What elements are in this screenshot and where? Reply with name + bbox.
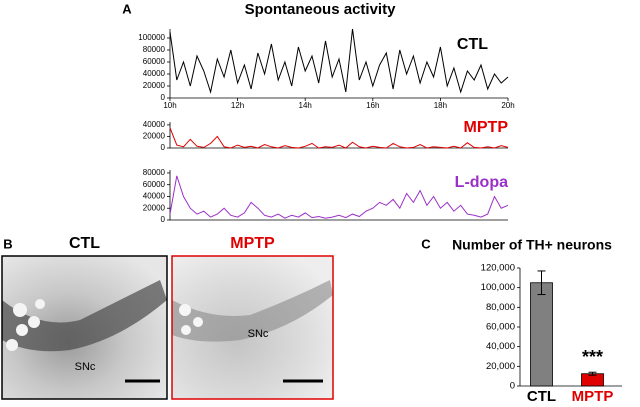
bar <box>530 282 553 387</box>
y-tick-label: 20000 <box>143 132 166 141</box>
y-tick-label: 120,000 <box>481 263 515 274</box>
x-tick-label: CTL <box>527 388 556 405</box>
image-frame <box>1 255 168 400</box>
histology-ctl <box>2 256 167 399</box>
image-frame <box>171 255 334 400</box>
y-tick-label: 100,000 <box>481 282 515 293</box>
region-label: SNc <box>248 328 269 340</box>
y-tick-label: 80000 <box>143 168 166 177</box>
y-tick-label: 0 <box>161 215 166 224</box>
x-tick-label: 10h <box>163 101 176 110</box>
y-tick-label: 0 <box>161 143 166 152</box>
x-tick-label: 18h <box>434 101 447 110</box>
activity-trace <box>169 127 509 149</box>
y-tick-label: 20000 <box>143 203 166 212</box>
y-tick-label: 40000 <box>143 69 166 78</box>
activity-trace <box>169 28 509 94</box>
series-label: L-dopa <box>455 174 508 191</box>
y-tick-label: 40000 <box>143 192 166 201</box>
x-tick-label: 14h <box>299 101 312 110</box>
y-tick-label: 20,000 <box>486 361 515 372</box>
y-tick-label: 40000 <box>143 120 166 129</box>
y-tick-label: 80000 <box>143 45 166 54</box>
x-tick-label: 16h <box>366 101 379 110</box>
activity-trace <box>169 175 509 219</box>
y-tick-label: 60000 <box>143 180 166 189</box>
chart-title: Spontaneous activity <box>245 1 397 18</box>
x-tick-label: 12h <box>231 101 244 110</box>
y-tick-label: 0 <box>510 381 515 392</box>
y-tick-label: 60,000 <box>486 322 515 333</box>
panel-label: C <box>421 236 431 251</box>
panel-label: A <box>122 1 132 16</box>
y-tick-label: 0 <box>161 93 166 102</box>
significance: *** <box>582 347 603 367</box>
y-tick-label: 80,000 <box>486 302 515 313</box>
x-tick-label: 20h <box>501 101 514 110</box>
series-label: MPTP <box>464 119 509 136</box>
y-tick-label: 60000 <box>143 57 166 66</box>
histology-mptp <box>172 256 333 399</box>
panel-label: B <box>3 236 12 251</box>
image-title: MPTP <box>230 235 275 252</box>
y-tick-label: 40,000 <box>486 341 515 352</box>
chart-title: Number of TH+ neurons <box>452 237 612 253</box>
x-tick-label: MPTP <box>572 388 614 405</box>
y-tick-label: 100000 <box>138 33 165 42</box>
image-title: CTL <box>69 235 100 252</box>
region-label: SNc <box>75 361 96 373</box>
y-tick-label: 20000 <box>143 81 166 90</box>
series-label: CTL <box>457 36 488 53</box>
